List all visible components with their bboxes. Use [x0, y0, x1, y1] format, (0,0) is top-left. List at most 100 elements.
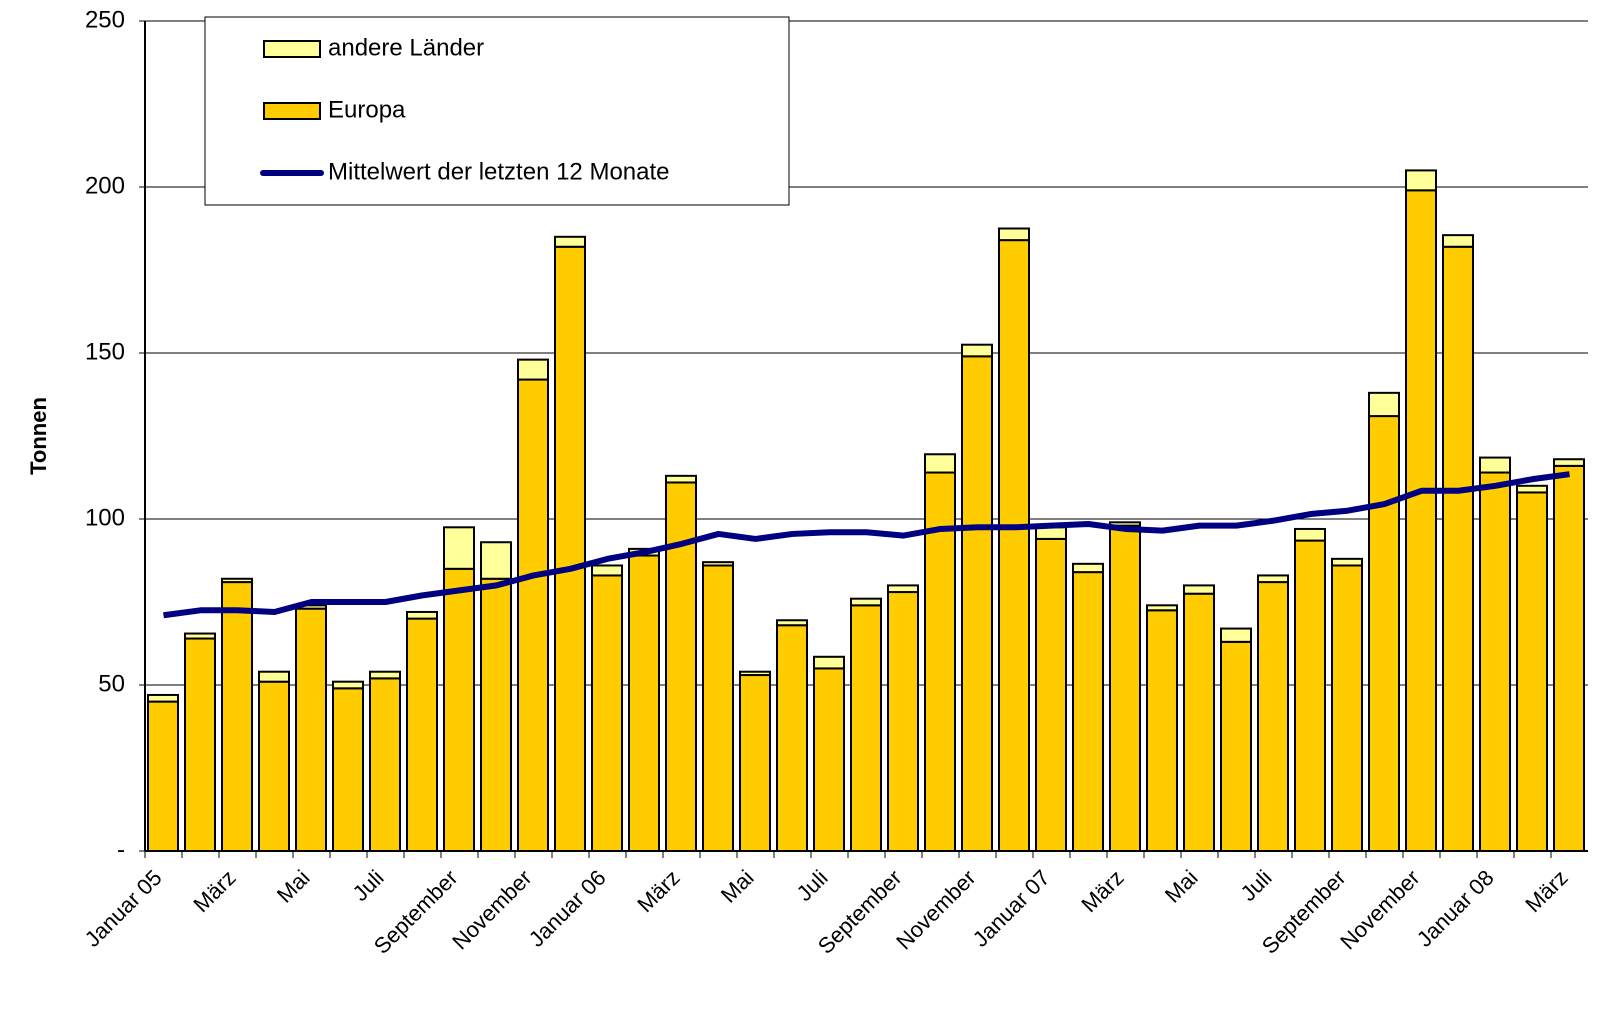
bar [998, 227, 1030, 242]
legend-label: Europa [328, 96, 406, 123]
bar [184, 632, 216, 640]
x-tick-label: Mai [1160, 865, 1203, 908]
y-tick-label: 250 [85, 6, 125, 33]
bar [443, 526, 475, 570]
legend-label: Mittelwert der letzten 12 Monate [328, 158, 670, 185]
bar [1257, 574, 1289, 584]
x-tick-label: Juli [792, 865, 833, 906]
x-tick-label: Januar 08 [1412, 865, 1499, 952]
bar [776, 624, 808, 852]
bar [221, 581, 253, 853]
bar [184, 637, 216, 853]
x-tick-label: März [632, 865, 684, 917]
x-tick-label: Januar 07 [968, 865, 1055, 952]
y-tick-label: 150 [85, 338, 125, 365]
y-tick-label: 200 [85, 172, 125, 199]
bar [1553, 458, 1585, 467]
x-tick-label: Juli [348, 865, 389, 906]
bar [369, 670, 401, 680]
bar [1368, 415, 1400, 852]
y-tick-label: 100 [85, 504, 125, 531]
bar [628, 554, 660, 853]
legend-label: andere Länder [328, 34, 484, 61]
bar [591, 574, 623, 852]
bar [480, 577, 512, 852]
bar [1146, 604, 1178, 612]
y-tick-label: 50 [98, 670, 125, 697]
bar [147, 693, 179, 703]
bar [1146, 609, 1178, 852]
bar [739, 670, 771, 677]
bar [1109, 524, 1141, 852]
bar [1220, 627, 1252, 643]
bar [147, 700, 179, 852]
bar [406, 610, 438, 620]
bar [961, 355, 993, 852]
bar [480, 541, 512, 580]
bar [813, 655, 845, 670]
bar [1553, 464, 1585, 852]
bar [1331, 564, 1363, 852]
bar [1405, 169, 1437, 192]
x-tick-label: März [188, 865, 240, 917]
x-tick-label: November [1335, 865, 1424, 954]
bar [1183, 592, 1215, 852]
bar [295, 607, 327, 853]
bar [702, 561, 734, 567]
legend-swatch [263, 102, 321, 120]
bar [998, 239, 1030, 852]
bar [406, 617, 438, 852]
x-tick-label: März [1076, 865, 1128, 917]
bar [443, 567, 475, 852]
x-tick-label: März [1520, 865, 1572, 917]
bar [1072, 571, 1104, 852]
bar [258, 680, 290, 852]
bar [554, 245, 586, 852]
bar [1072, 562, 1104, 574]
legend-swatch [263, 40, 321, 58]
bar [1220, 640, 1252, 853]
bar [1516, 484, 1548, 494]
bar [887, 584, 919, 594]
bar [887, 591, 919, 852]
bar [961, 343, 993, 358]
bar [702, 564, 734, 852]
bar [1294, 539, 1326, 853]
x-tick-label: Mai [272, 865, 315, 908]
bar [1368, 391, 1400, 418]
x-tick-label: Januar 06 [524, 865, 611, 952]
bar [1516, 491, 1548, 852]
bar [924, 453, 956, 474]
bar [1442, 234, 1474, 248]
bar [1257, 581, 1289, 853]
bar [850, 604, 882, 852]
bar [554, 235, 586, 248]
bar [258, 670, 290, 683]
x-tick-label: Januar 05 [80, 865, 167, 952]
bar [665, 481, 697, 852]
x-tick-label: November [891, 865, 980, 954]
bar [1442, 245, 1474, 852]
bar [1035, 537, 1067, 852]
bar [332, 687, 364, 852]
bar [1331, 557, 1363, 567]
x-tick-label: November [447, 865, 536, 954]
bar [332, 680, 364, 690]
average-line [163, 471, 1570, 619]
bar [517, 378, 549, 852]
bar [369, 677, 401, 852]
bar [776, 619, 808, 627]
bar [850, 597, 882, 607]
bar [739, 674, 771, 852]
bar [221, 577, 253, 584]
bar [924, 471, 956, 852]
y-axis-label: Tonnen [26, 397, 51, 475]
bar [517, 358, 549, 381]
x-tick-label: Juli [1236, 865, 1277, 906]
y-tick-label: - [117, 836, 125, 863]
bar [1479, 456, 1511, 474]
bar [665, 474, 697, 484]
bar [813, 667, 845, 853]
bar [591, 564, 623, 577]
